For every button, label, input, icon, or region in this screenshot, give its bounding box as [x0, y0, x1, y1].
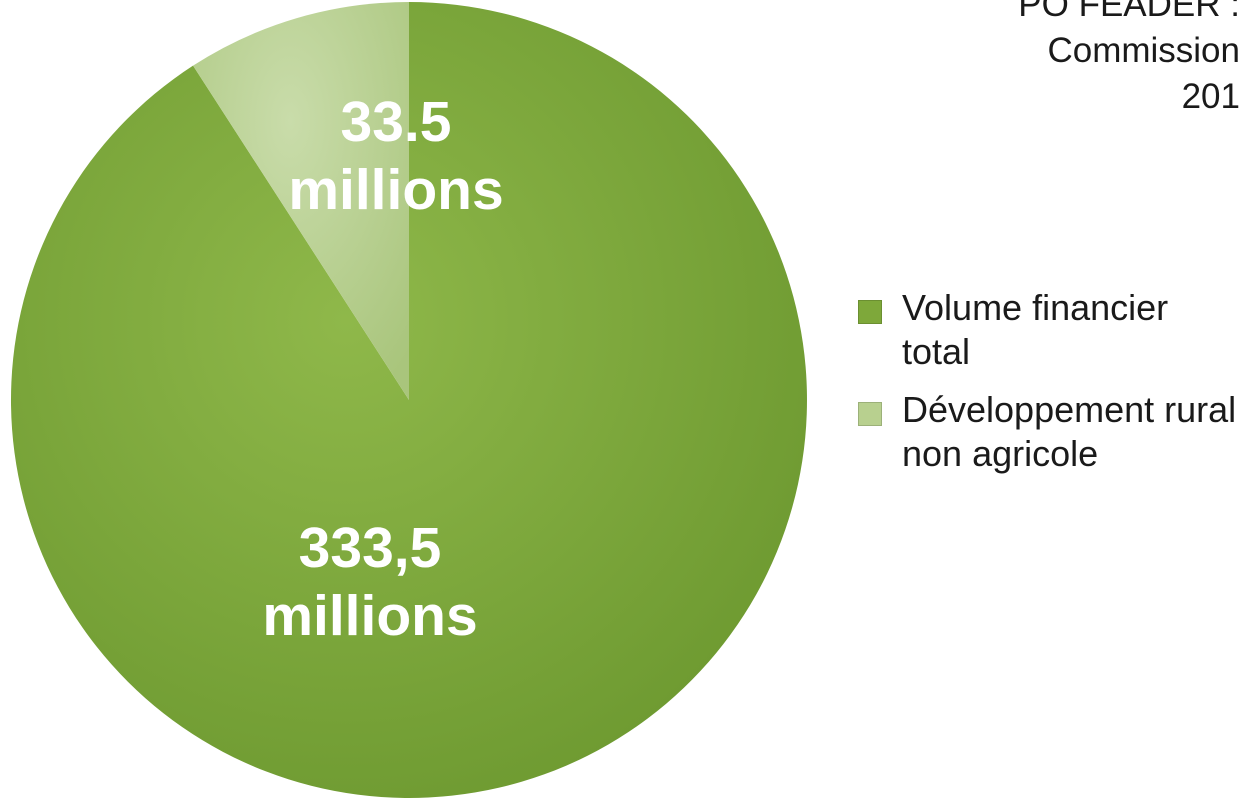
- title-line: Commission: [1047, 31, 1240, 70]
- slice-label-volume-total: 333,5 millions: [230, 514, 510, 651]
- legend-label: Développement rural non agricole: [902, 389, 1237, 474]
- pie-slice-developpement-rural: [193, 2, 409, 400]
- chart-title-fragment: PO FEADER : Commission 201: [1018, 0, 1240, 120]
- chart-legend: Volume financier total Développement rur…: [858, 286, 1238, 490]
- title-line: PO FEADER :: [1018, 0, 1240, 24]
- slice-label-value: 333,5: [298, 516, 442, 580]
- slice-label-unit: millions: [288, 158, 504, 223]
- title-line: 201: [1181, 77, 1240, 116]
- slice-label-developpement-rural: 33.5 millions: [272, 88, 520, 225]
- pie-slices: [10, 2, 807, 798]
- slice-label-value: 33.5: [340, 90, 452, 154]
- legend-label: Volume financier total: [902, 287, 1169, 372]
- pie-slice-volume-total: [10, 2, 807, 798]
- legend-item-volume-total: Volume financier total: [858, 286, 1238, 374]
- legend-swatch: [858, 402, 882, 426]
- legend-swatch: [858, 300, 882, 324]
- slice-label-unit: millions: [262, 584, 478, 649]
- legend-item-developpement-rural: Développement rural non agricole: [858, 388, 1238, 476]
